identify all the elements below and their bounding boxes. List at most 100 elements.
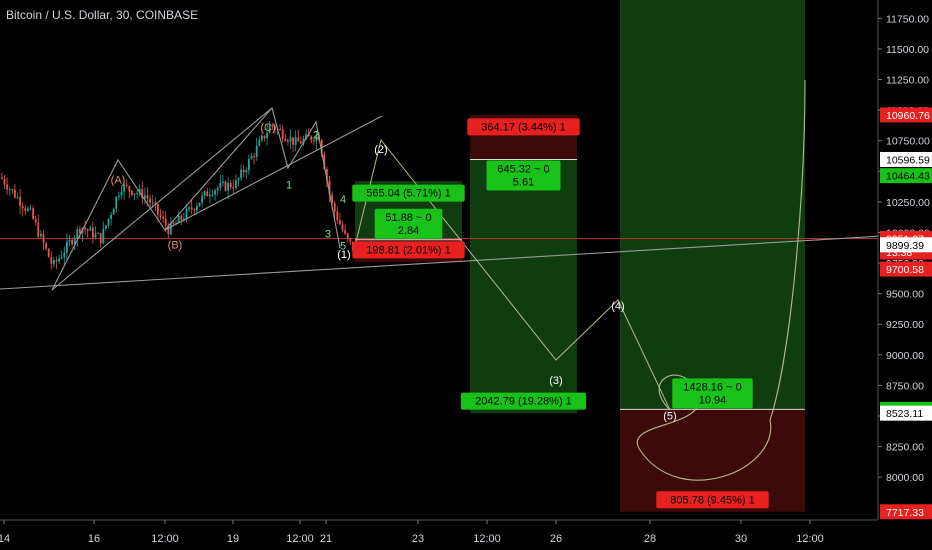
candle <box>34 215 37 226</box>
price-tag-text: 10596.59 <box>886 154 930 166</box>
price-tag: 10960.76 <box>880 107 932 123</box>
candle <box>281 125 284 143</box>
price-tag-text: 10464.43 <box>886 171 930 183</box>
candle <box>144 187 146 205</box>
candle <box>294 130 297 152</box>
x-tick-label: 16 <box>88 533 100 545</box>
candle <box>76 226 79 247</box>
x-tick-label: 26 <box>550 533 562 545</box>
x-tick-label: 12:00 <box>796 533 824 545</box>
position-label-text: 805.78 (9.45%) 1 <box>670 494 754 506</box>
candle <box>198 202 201 207</box>
candle <box>170 217 172 236</box>
candle <box>219 174 222 192</box>
price-tag-text: 9700.58 <box>886 264 924 276</box>
candle <box>214 188 216 201</box>
position-label-text: 2042.79 (19.28%) 1 <box>475 396 572 408</box>
candle <box>6 177 8 195</box>
y-tick-label: 9250.00 <box>886 319 924 331</box>
candle <box>242 164 245 178</box>
wave-label: 3 <box>325 228 331 240</box>
candle <box>180 214 183 226</box>
x-tick-label: 14 <box>0 533 10 545</box>
candle <box>11 188 14 194</box>
candle <box>120 185 123 200</box>
candle <box>307 128 310 137</box>
position-1-target-label: 565.04 (5.71%) 1 <box>352 184 465 202</box>
candle <box>245 166 248 180</box>
price-tag-text: 7717.33 <box>886 507 924 519</box>
price-tag-text: 8523.11 <box>886 408 923 420</box>
candle <box>73 235 76 251</box>
candle <box>274 124 276 135</box>
candle <box>115 195 118 213</box>
wave-label: 1 <box>286 179 292 191</box>
candle <box>193 207 196 215</box>
candle <box>47 248 50 258</box>
candle <box>118 191 120 201</box>
candle <box>261 132 263 143</box>
candle <box>279 124 281 131</box>
candle <box>229 179 232 191</box>
candle <box>45 241 47 251</box>
position-2-ratio-label: 645.32 ~ 05.61 <box>486 160 561 191</box>
candle <box>211 189 214 198</box>
candle <box>203 190 206 200</box>
wave-label: 2 <box>313 129 319 141</box>
candle <box>112 207 115 215</box>
candle <box>42 230 45 250</box>
price-tag: 10464.43 <box>880 168 932 184</box>
x-tick-label: 30 <box>735 533 747 545</box>
candle <box>263 135 266 142</box>
candle <box>333 200 336 219</box>
price-tag: 7717.33 <box>880 504 932 520</box>
position-label-text: 51.88 ~ 0 <box>385 212 431 224</box>
candle <box>250 152 253 160</box>
wave-labels: (A) (B) (C) 2 1 3 4 5(1) (2) (3) (4) (5) <box>111 122 677 423</box>
candle <box>3 174 6 189</box>
candle <box>292 137 294 152</box>
candle <box>19 189 21 215</box>
candle <box>227 177 229 199</box>
position-label-text: 10.94 <box>699 394 727 406</box>
wave-label: (1) <box>337 249 350 261</box>
price-tag: 10596.59 <box>880 151 932 167</box>
candle <box>297 129 300 142</box>
candles <box>1 120 354 270</box>
candle <box>237 177 240 187</box>
candle <box>253 152 255 165</box>
position-label-text: 565.04 (5.71%) 1 <box>366 188 450 200</box>
candle <box>29 204 32 211</box>
position-2-profit-zone <box>470 159 577 414</box>
candle <box>188 205 190 212</box>
x-tick-label: 12:00 <box>286 533 314 545</box>
y-tick-label: 10750.00 <box>886 136 930 148</box>
wave-label: (A) <box>111 175 126 187</box>
candle <box>133 193 136 201</box>
position-label-text: 5.61 <box>513 176 534 188</box>
candle <box>1 172 3 180</box>
candle <box>268 120 271 134</box>
long-trendline <box>0 232 932 290</box>
candle <box>97 231 99 235</box>
candle <box>94 226 97 240</box>
wave-label: (2) <box>374 144 387 156</box>
candle <box>123 181 125 200</box>
position-label-text: 1428.16 ~ 0 <box>683 381 741 393</box>
candle <box>302 135 305 146</box>
candle <box>92 221 94 244</box>
candle <box>300 136 302 144</box>
position-1-ratio-label: 51.88 ~ 02.84 <box>374 208 443 239</box>
candle <box>55 256 58 269</box>
candle <box>63 246 66 265</box>
y-tick-label: 9500.00 <box>886 289 924 301</box>
wave-label: (3) <box>549 375 562 387</box>
candle <box>40 229 42 239</box>
candle <box>84 220 86 235</box>
wave-label: 5 <box>340 241 346 253</box>
x-tick-label: 19 <box>227 533 239 545</box>
candle <box>37 214 40 239</box>
candle <box>177 211 180 224</box>
candle <box>110 212 112 226</box>
